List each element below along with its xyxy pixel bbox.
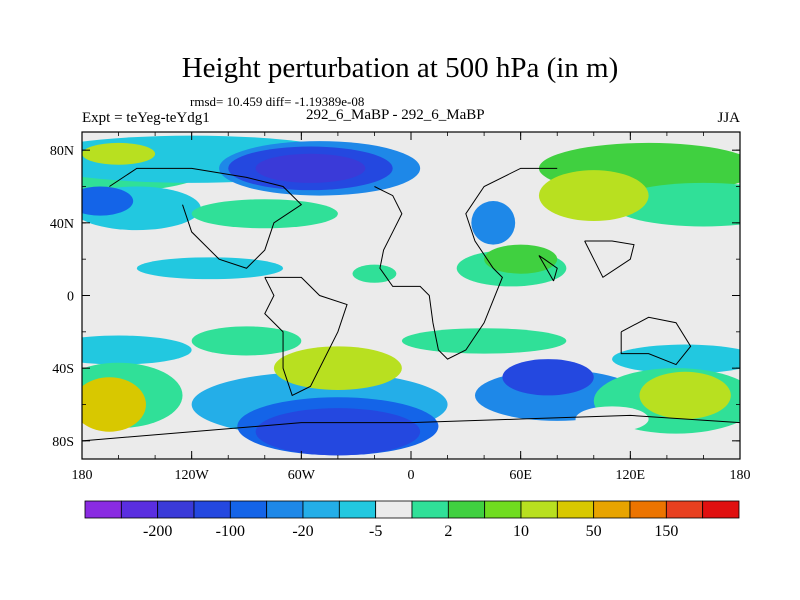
field-background <box>82 132 740 459</box>
colorbar-swatch <box>665 500 704 519</box>
colorbar-label: -200 <box>143 523 172 540</box>
band-sp-green <box>191 326 302 356</box>
band-north-cyan <box>82 135 357 183</box>
band-trop-small <box>352 264 397 283</box>
colorbar-swatch <box>302 500 340 519</box>
y-tick-label: 80S <box>52 435 74 450</box>
colorbar-swatch <box>556 500 595 519</box>
chart-title: Height perturbation at 500 hPa (in m) <box>181 52 619 84</box>
colorbar-swatch <box>193 500 231 519</box>
band-trop-cyan <box>136 257 284 280</box>
band-south-indian <box>474 369 640 421</box>
colorbar-swatch <box>338 500 377 519</box>
feature-south-atlantic-high <box>273 346 402 390</box>
feature-atlantic-high-north <box>82 142 156 165</box>
colorbar-swatch <box>484 500 522 519</box>
feature-polar-low-north <box>228 146 393 191</box>
feature-pacific-high-north <box>538 170 649 222</box>
coastline-australia <box>620 316 692 366</box>
band-north-blue <box>219 141 421 196</box>
colorbar-swatch <box>266 500 304 519</box>
x-tick-label: 180 <box>72 468 93 483</box>
feature-south-pacific-high <box>82 377 146 432</box>
colorbar-swatch <box>229 500 268 519</box>
band-south-west <box>82 362 183 429</box>
band-ne-green <box>612 182 740 227</box>
subtitle: 292_6_MaBP - 292_6_MaBP <box>306 107 485 123</box>
band-si-green <box>401 328 567 354</box>
colorbar-label: 10 <box>513 523 529 540</box>
band-trop-green <box>456 250 567 287</box>
feature-eurasia-low <box>471 201 516 245</box>
y-tick-label: 0 <box>67 290 74 305</box>
field-layer <box>82 135 740 456</box>
colorbar-swatch <box>375 500 413 519</box>
coastline-north-america <box>109 167 303 269</box>
colorbar-label: 50 <box>586 523 602 540</box>
x-tick-label: 60E <box>509 468 532 483</box>
season-label: JJA <box>717 110 740 126</box>
band-south-east <box>593 368 740 434</box>
band-sp-cyan <box>82 335 192 365</box>
experiment-label: Expt = teYeg-teYdg1 <box>82 110 210 126</box>
colorbar-swatch <box>593 500 631 519</box>
feature-subtropic-green <box>484 244 558 274</box>
colorbar-swatch <box>84 500 122 519</box>
colorbar-swatch <box>447 500 486 519</box>
feature-australia-high <box>639 371 731 420</box>
band-na-green <box>191 199 338 229</box>
band-np-cyan <box>82 186 201 231</box>
colorbar-swatch <box>520 500 558 519</box>
stats-line: rmsd= 10.459 diff= -1.19389e-08 <box>190 94 365 109</box>
band-south-blue <box>237 397 439 456</box>
feature-indian-low-south <box>502 359 594 396</box>
x-tick-label: 120W <box>175 468 210 483</box>
x-tick-label: 180 <box>730 468 751 483</box>
band-sa-cyan <box>612 344 740 374</box>
colorbar-swatch <box>157 500 195 519</box>
band-south-cyan <box>191 371 448 438</box>
plot-frame <box>81 131 741 460</box>
coastline-africa-eurasia <box>374 167 558 360</box>
y-tick-label: 40S <box>52 362 74 377</box>
colorbar-label: -20 <box>292 523 313 540</box>
colorbar-swatch <box>702 500 740 519</box>
feature-polar-low-north-core <box>255 153 366 183</box>
colorbar-swatch <box>411 500 449 519</box>
y-tick-label: 80N <box>50 144 74 159</box>
colorbar-label: 150 <box>654 523 678 540</box>
x-tick-label: 60W <box>288 468 316 483</box>
x-tick-label: 120E <box>616 468 646 483</box>
colorbar-label: 2 <box>444 523 452 540</box>
coastline-india <box>538 255 558 282</box>
colorbar-label: -100 <box>216 523 245 540</box>
x-tick-label: 0 <box>408 468 415 483</box>
feature-pacific-low-north <box>82 186 134 216</box>
feature-antarctic-low <box>255 408 421 456</box>
colorbar-swatch <box>629 500 667 519</box>
feature-southern-ring <box>575 406 649 432</box>
coastline-se-asia <box>584 240 635 279</box>
colorbar-swatch <box>120 500 159 519</box>
band-north-west <box>82 142 210 194</box>
y-tick-label: 40N <box>50 217 74 232</box>
coastline-south-america <box>264 276 348 397</box>
colorbar-label: -5 <box>369 523 382 540</box>
band-north-east <box>538 142 740 194</box>
coastline-antarctica <box>82 414 740 442</box>
